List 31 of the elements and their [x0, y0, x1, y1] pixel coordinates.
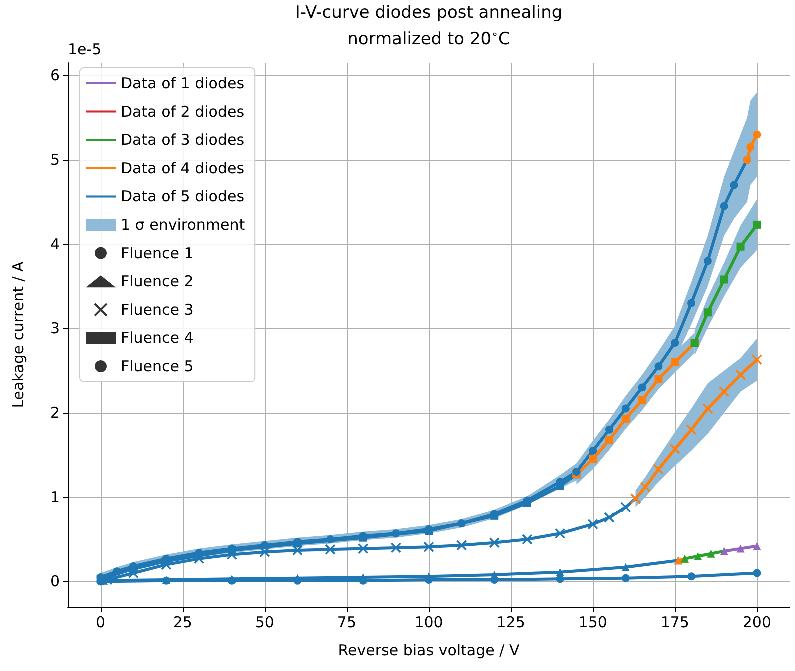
y-tick-label: 2 — [50, 404, 60, 422]
x-tick-label: 175 — [660, 614, 690, 632]
y-tick-label: 3 — [50, 320, 60, 338]
y-axis-title: Leakage current / A — [10, 260, 28, 408]
x-axis-title: Reverse bias voltage / V — [338, 642, 520, 660]
y-tick-label: 6 — [50, 66, 60, 85]
x-tick-label: 200 — [742, 614, 772, 632]
x-tick-label: 0 — [96, 614, 106, 632]
legend-label: Fluence 4 — [121, 329, 194, 348]
legend-label: Data of 3 diodes — [121, 131, 245, 150]
x-tick-label: 25 — [173, 614, 192, 632]
legend-label: Data of 1 diodes — [121, 74, 245, 92]
x-tick-label: 75 — [337, 614, 356, 632]
y-tick-label: 5 — [50, 150, 60, 169]
text: 1e-5 — [68, 40, 102, 58]
x-tick-label: 125 — [496, 614, 526, 632]
legend-label: Fluence 3 — [121, 300, 194, 319]
legend-label: 1 σ environment — [121, 216, 246, 234]
legend-label: Fluence 2 — [121, 272, 194, 291]
y-tick-label: 1 — [50, 488, 60, 506]
x-tick-label: 50 — [255, 614, 274, 632]
x-tick-label: 150 — [578, 614, 608, 632]
y-tick-label: 4 — [50, 235, 60, 254]
legend-label: Data of 2 diodes — [121, 102, 245, 121]
chart-title: I-V-curve diodes post annealing normalized to 20$^{∘}$C — [295, 3, 563, 50]
x-tick-label: 100 — [414, 614, 444, 632]
legend-label: Data of 4 diodes — [121, 159, 245, 178]
legend-label: Fluence 1 — [121, 244, 194, 262]
legend-label: Data of 5 diodes — [121, 188, 245, 206]
y-tick-label: 0 — [50, 572, 60, 591]
legend-label: Fluence 5 — [121, 358, 194, 376]
